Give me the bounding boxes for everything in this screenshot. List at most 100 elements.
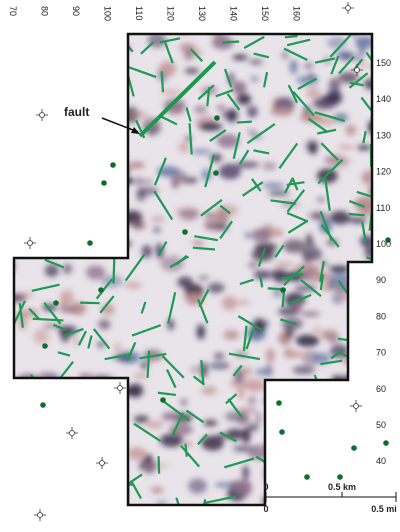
well-dot [304, 474, 310, 480]
texture-blob [28, 39, 42, 46]
texture-blob [125, 282, 142, 289]
lineament [73, 152, 87, 163]
lineament [237, 122, 252, 123]
texture-blob [105, 177, 119, 188]
lineament [222, 41, 239, 42]
texture-blob [91, 375, 113, 384]
texture-blob [254, 270, 271, 280]
texture-blob [210, 226, 216, 231]
texture-blob [301, 499, 318, 510]
well-dot [351, 445, 357, 451]
texture-blob [329, 266, 350, 273]
texture-blob [88, 33, 95, 42]
lineament [159, 456, 160, 473]
texture-blob [304, 62, 314, 69]
texture-blob [247, 423, 258, 431]
texture-blob [237, 94, 251, 105]
texture-blob [55, 219, 75, 231]
texture-blob [78, 221, 97, 232]
lineament [26, 164, 50, 177]
well-dot [276, 400, 282, 406]
texture-blob [75, 436, 82, 450]
well-dot [40, 402, 46, 408]
texture-blob [347, 408, 356, 416]
texture-blob [53, 84, 66, 89]
texture-blob [306, 234, 312, 247]
texture-blob [286, 418, 293, 430]
lineament [110, 484, 134, 485]
texture-blob [345, 125, 356, 136]
top-label: 100 [103, 6, 113, 21]
texture-blob [348, 217, 367, 224]
texture-blob [282, 399, 297, 413]
lineament [62, 503, 80, 525]
texture-blob [306, 87, 321, 99]
well-dot [337, 474, 343, 480]
lineament [26, 217, 31, 233]
texture-blob [277, 434, 289, 442]
right-label: 40 [376, 456, 386, 466]
texture-blob [255, 369, 268, 376]
texture-blob [127, 447, 146, 460]
texture-blob [63, 380, 75, 390]
texture-blob [242, 465, 248, 480]
well-dot [160, 397, 166, 403]
texture-blob [317, 197, 325, 203]
lineament [71, 223, 79, 233]
texture-blob [194, 106, 207, 113]
texture-blob [303, 419, 310, 428]
texture-blob [373, 75, 382, 87]
well-symbol [40, 113, 45, 118]
texture-blob [20, 457, 28, 467]
texture-blob [68, 62, 79, 74]
texture-blob [356, 363, 365, 368]
texture-blob [60, 290, 74, 306]
texture-blob [129, 383, 144, 398]
well-dot [110, 162, 116, 168]
lineament [293, 397, 311, 401]
lineament [297, 446, 310, 447]
lineament [29, 66, 45, 75]
texture-blob [357, 145, 371, 150]
texture-blob [266, 348, 275, 362]
texture-blob [197, 324, 205, 339]
texture-blob [321, 402, 340, 417]
top-label: 130 [197, 6, 207, 21]
texture-blob [255, 242, 278, 252]
texture-blob [93, 447, 115, 459]
lineament [84, 407, 95, 411]
texture-blob [321, 95, 340, 103]
texture-blob [3, 42, 21, 58]
texture-blob [353, 358, 362, 367]
texture-blob [133, 374, 148, 378]
texture-blob [111, 177, 135, 185]
texture-blob [236, 300, 250, 304]
texture-blob [365, 245, 376, 259]
texture-blob [222, 296, 237, 310]
texture-blob [76, 39, 90, 50]
texture-blob [283, 239, 306, 253]
top-label: 80 [40, 6, 50, 16]
texture-blob [265, 397, 276, 404]
lineament [107, 383, 119, 403]
lineament [24, 409, 27, 424]
texture-blob [214, 353, 225, 360]
texture-blob [326, 450, 348, 465]
texture-blob [183, 441, 193, 447]
right-label: 70 [376, 348, 386, 358]
lineament [77, 473, 98, 484]
lineament [39, 212, 62, 220]
texture-blob [188, 478, 207, 493]
texture-blob [320, 461, 337, 476]
lineament [8, 435, 36, 444]
texture-blob [303, 487, 325, 492]
texture-blob [49, 216, 64, 229]
lineament [55, 223, 84, 232]
right-label: 120 [376, 167, 391, 177]
texture-blob [26, 428, 44, 439]
texture-blob [4, 469, 15, 476]
lineament [62, 441, 87, 458]
texture-blob [192, 367, 198, 373]
texture-blob [57, 444, 69, 454]
